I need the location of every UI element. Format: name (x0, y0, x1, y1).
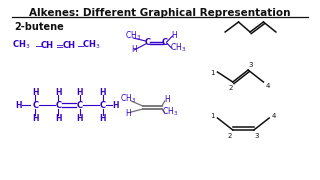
Text: H: H (99, 87, 106, 96)
Text: H: H (76, 87, 83, 96)
Text: CH$_3$: CH$_3$ (124, 30, 141, 42)
Text: 1: 1 (211, 113, 215, 119)
Text: H: H (76, 114, 83, 123)
Text: CH$_3$: CH$_3$ (120, 93, 136, 105)
Text: H: H (32, 87, 39, 96)
Text: 4: 4 (266, 83, 270, 89)
Text: $-$: $-$ (34, 40, 43, 50)
Text: Alkenes: Different Graphical Representation: Alkenes: Different Graphical Representat… (29, 8, 291, 18)
Text: H: H (99, 114, 106, 123)
Text: CH: CH (62, 40, 75, 50)
Text: $=$: $=$ (54, 40, 65, 50)
Text: H: H (164, 94, 170, 103)
Text: C: C (32, 100, 38, 109)
Text: C: C (55, 100, 61, 109)
Text: CH: CH (40, 40, 53, 50)
Text: H: H (55, 87, 62, 96)
Text: C: C (76, 100, 83, 109)
Text: C: C (145, 37, 151, 46)
Text: H: H (32, 114, 39, 123)
Text: 1: 1 (211, 70, 215, 76)
Text: H: H (15, 100, 21, 109)
Text: H: H (125, 109, 131, 118)
Text: 3: 3 (249, 62, 253, 68)
Text: CH$_3$: CH$_3$ (170, 42, 186, 54)
Text: H: H (55, 114, 62, 123)
Text: H: H (172, 30, 177, 39)
Text: H: H (113, 100, 119, 109)
Text: CH$_3$: CH$_3$ (12, 39, 30, 51)
Text: 4: 4 (272, 113, 276, 119)
Text: CH$_3$: CH$_3$ (83, 39, 101, 51)
Text: C: C (100, 100, 106, 109)
Text: C: C (162, 37, 168, 46)
Text: $-$: $-$ (76, 40, 85, 50)
Text: 2-butene: 2-butene (14, 22, 64, 32)
Text: CH$_3$: CH$_3$ (162, 106, 178, 118)
Text: 3: 3 (254, 133, 259, 139)
Text: 2: 2 (228, 133, 232, 139)
Text: 2: 2 (229, 85, 233, 91)
Text: H: H (131, 44, 137, 53)
